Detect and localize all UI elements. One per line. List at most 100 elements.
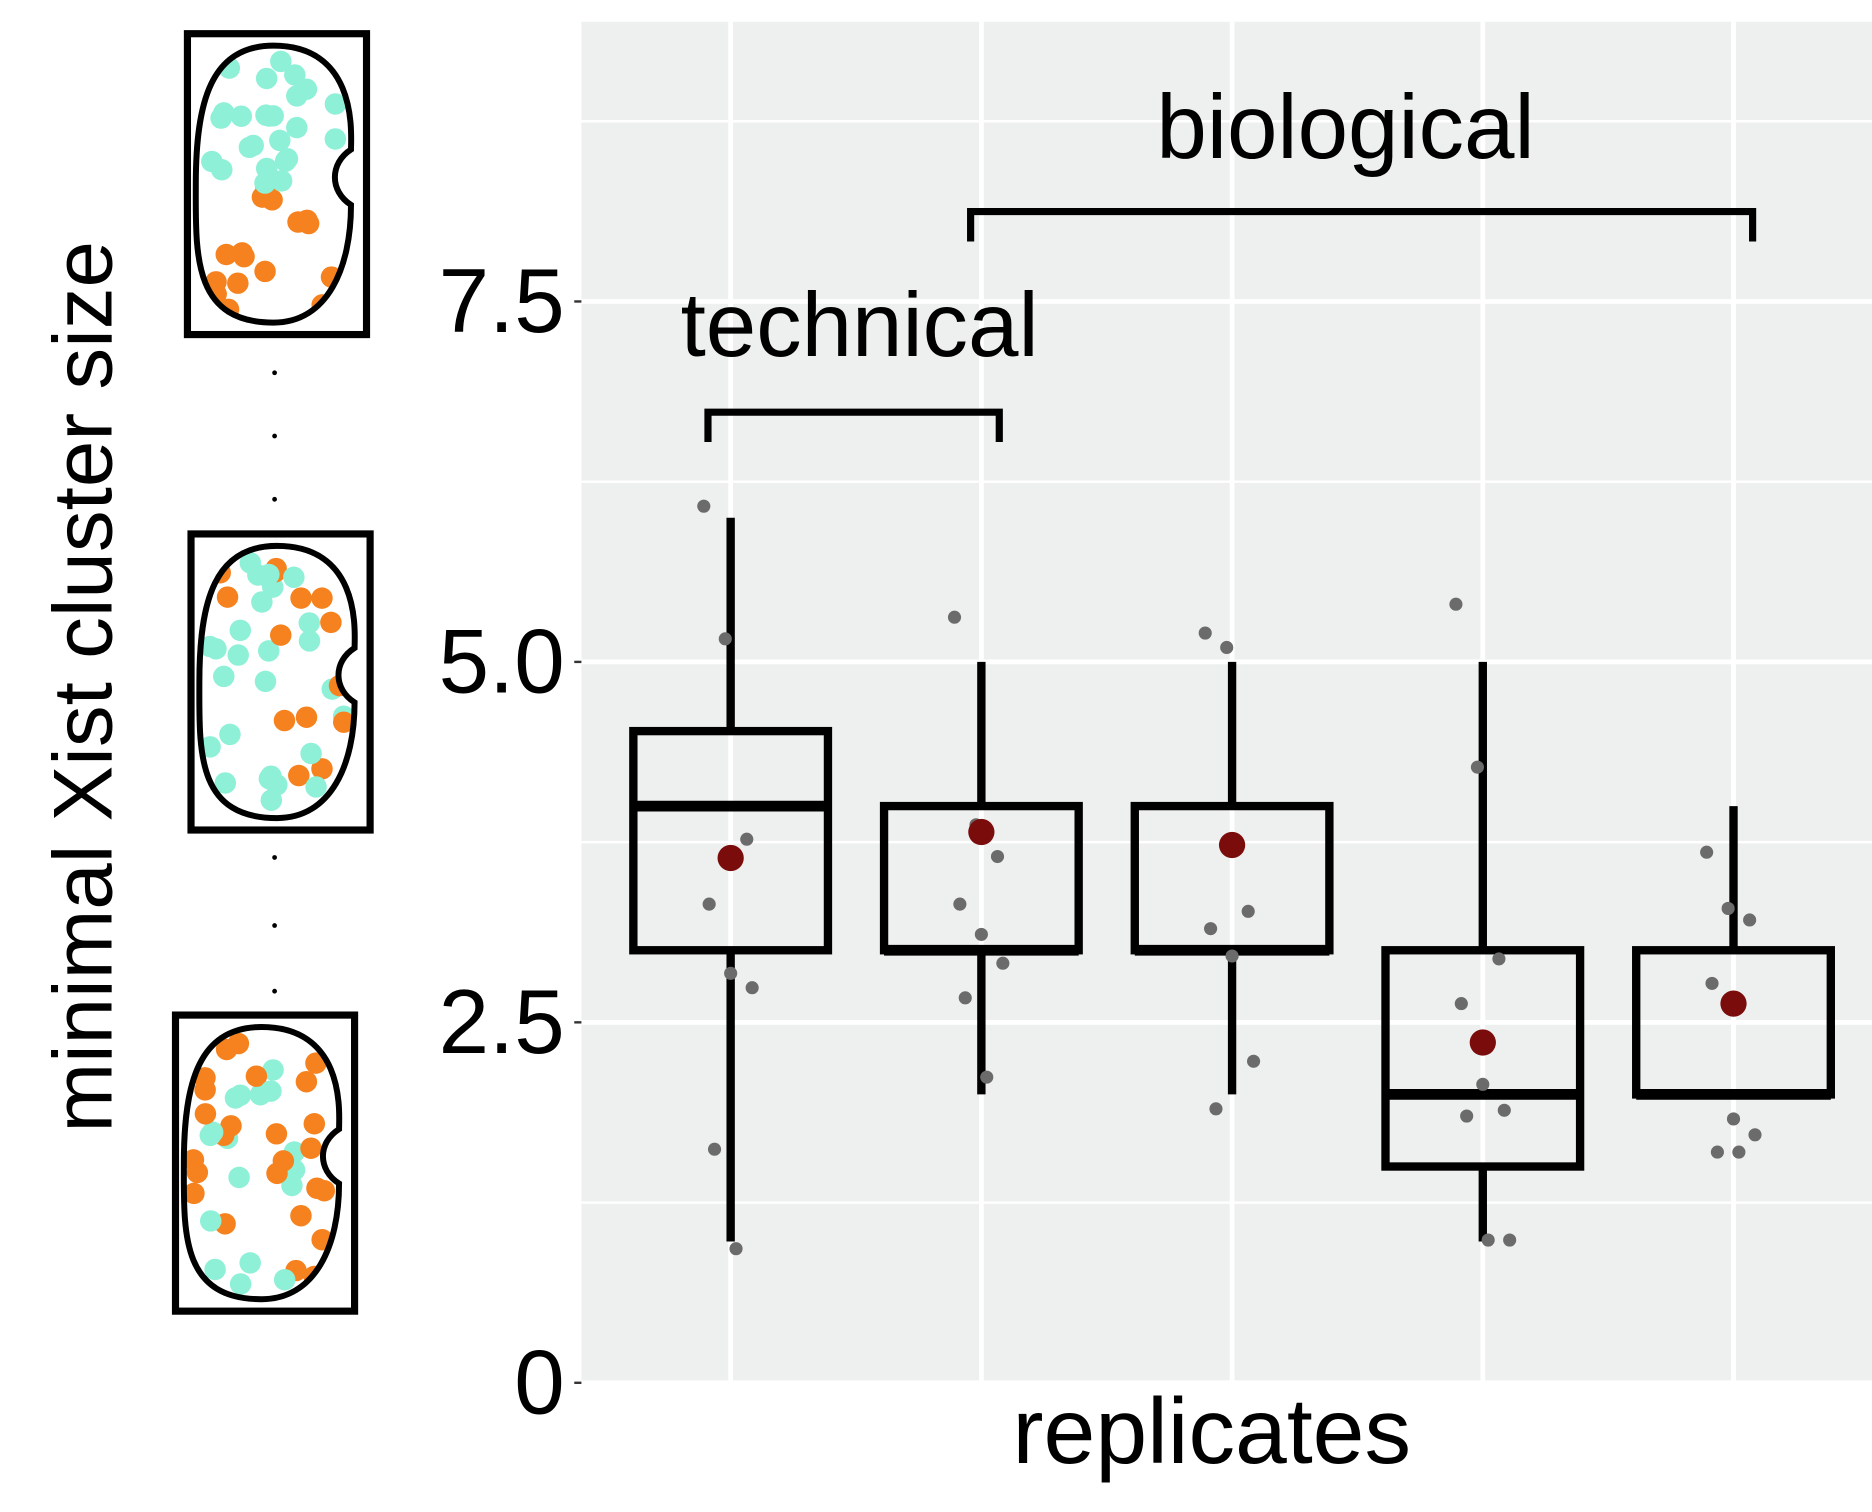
data-point xyxy=(1498,1104,1511,1117)
data-point xyxy=(953,898,966,911)
data-point xyxy=(708,1143,721,1156)
icon-dot xyxy=(290,587,311,608)
data-point xyxy=(729,1242,742,1255)
icon-dot xyxy=(270,624,291,645)
icon-dot xyxy=(296,1071,317,1092)
data-point xyxy=(1503,1233,1516,1246)
mean-point xyxy=(1219,832,1245,858)
icon-dot xyxy=(219,724,240,745)
icon-dot xyxy=(314,1180,335,1201)
cell-icons xyxy=(176,34,371,1311)
icon-dot xyxy=(304,1113,325,1134)
icon-dot xyxy=(266,1123,287,1144)
icon-dot xyxy=(213,666,234,687)
page: {"chart_data": { "type": "box", "y_label… xyxy=(0,0,1872,1512)
data-point xyxy=(1700,846,1713,859)
icon-dot xyxy=(228,1167,249,1188)
data-point xyxy=(1220,641,1233,654)
mean-point xyxy=(718,845,744,871)
data-point xyxy=(996,957,1009,970)
data-point xyxy=(1727,1112,1740,1125)
data-point xyxy=(746,981,759,994)
y-tick-label: 2.5 xyxy=(439,972,565,1073)
data-point xyxy=(1711,1146,1724,1159)
data-point xyxy=(980,1071,993,1084)
icon-dot xyxy=(256,158,277,179)
data-point xyxy=(975,928,988,941)
icon-dot xyxy=(300,1137,321,1158)
y-tick-label: 5.0 xyxy=(439,611,565,712)
icon-dot xyxy=(305,776,326,797)
icon-dot xyxy=(231,242,252,263)
data-point xyxy=(703,898,716,911)
icon-dot xyxy=(286,117,307,138)
data-point xyxy=(1705,977,1718,990)
icon-dot xyxy=(260,1080,281,1101)
icon-dot xyxy=(220,1115,241,1136)
mean-point xyxy=(968,819,994,845)
icon-dot xyxy=(225,1087,246,1108)
icon-dot xyxy=(296,210,317,231)
icon-dot xyxy=(296,78,317,99)
icon-dot xyxy=(270,51,291,72)
panel-background xyxy=(581,22,1872,1383)
icon-dot xyxy=(274,1269,295,1290)
x-axis-title: replicates xyxy=(1013,1379,1412,1483)
icon-dot xyxy=(251,591,272,612)
annotation: technical xyxy=(681,275,1039,376)
icon-dot xyxy=(204,1259,225,1280)
data-point xyxy=(724,967,737,980)
data-point xyxy=(948,611,961,624)
ellipsis-dot xyxy=(272,434,277,439)
data-point xyxy=(1199,627,1212,640)
data-point xyxy=(697,500,710,513)
data-point xyxy=(719,632,732,645)
icon-dot xyxy=(273,1150,294,1171)
data-point xyxy=(1732,1146,1745,1159)
data-point xyxy=(1743,913,1756,926)
data-point xyxy=(1471,761,1484,774)
icon-dot xyxy=(194,1079,215,1100)
data-point xyxy=(1204,922,1217,935)
ellipsis-dot xyxy=(272,855,277,860)
ellipsis-dot xyxy=(272,989,277,994)
data-point xyxy=(1455,997,1468,1010)
icon-dot xyxy=(277,148,298,169)
icon-dot xyxy=(320,612,341,633)
icon-dot xyxy=(205,638,226,659)
icon-dot xyxy=(200,1210,221,1231)
icon-dot xyxy=(259,768,280,789)
icon-dot xyxy=(299,630,320,651)
mean-point xyxy=(1720,990,1746,1016)
icon-dot xyxy=(195,1103,216,1124)
data-point xyxy=(1242,905,1255,918)
data-point xyxy=(1492,952,1505,965)
data-point xyxy=(1722,902,1735,915)
y-tick-label: 7.5 xyxy=(439,251,565,352)
icon-dot xyxy=(231,105,252,126)
data-point xyxy=(1247,1055,1260,1068)
ellipsis-dot xyxy=(272,497,277,502)
data-point xyxy=(1476,1078,1489,1091)
icon-dot xyxy=(311,587,332,608)
icon-dot xyxy=(230,1273,251,1294)
ellipsis-dot xyxy=(272,370,277,375)
icon-dot xyxy=(256,68,277,89)
icon-dot xyxy=(261,789,282,810)
plot: 02.55.07.5technicalbiological xyxy=(439,22,1872,1434)
data-point xyxy=(1482,1233,1495,1246)
icon-dot xyxy=(227,272,248,293)
y-tick-label: 0 xyxy=(514,1332,564,1433)
icon-dot xyxy=(300,743,321,764)
data-point xyxy=(1748,1128,1761,1141)
icon-dot xyxy=(290,1205,311,1226)
icon-dot xyxy=(258,564,279,585)
mean-point xyxy=(1470,1029,1496,1055)
icon-dot xyxy=(227,644,248,665)
data-point xyxy=(740,833,753,846)
icon-dot xyxy=(274,710,295,731)
icon-dot xyxy=(259,105,280,126)
icon-dot xyxy=(239,1252,260,1273)
data-point xyxy=(1226,949,1239,962)
icon-dot xyxy=(269,130,290,151)
